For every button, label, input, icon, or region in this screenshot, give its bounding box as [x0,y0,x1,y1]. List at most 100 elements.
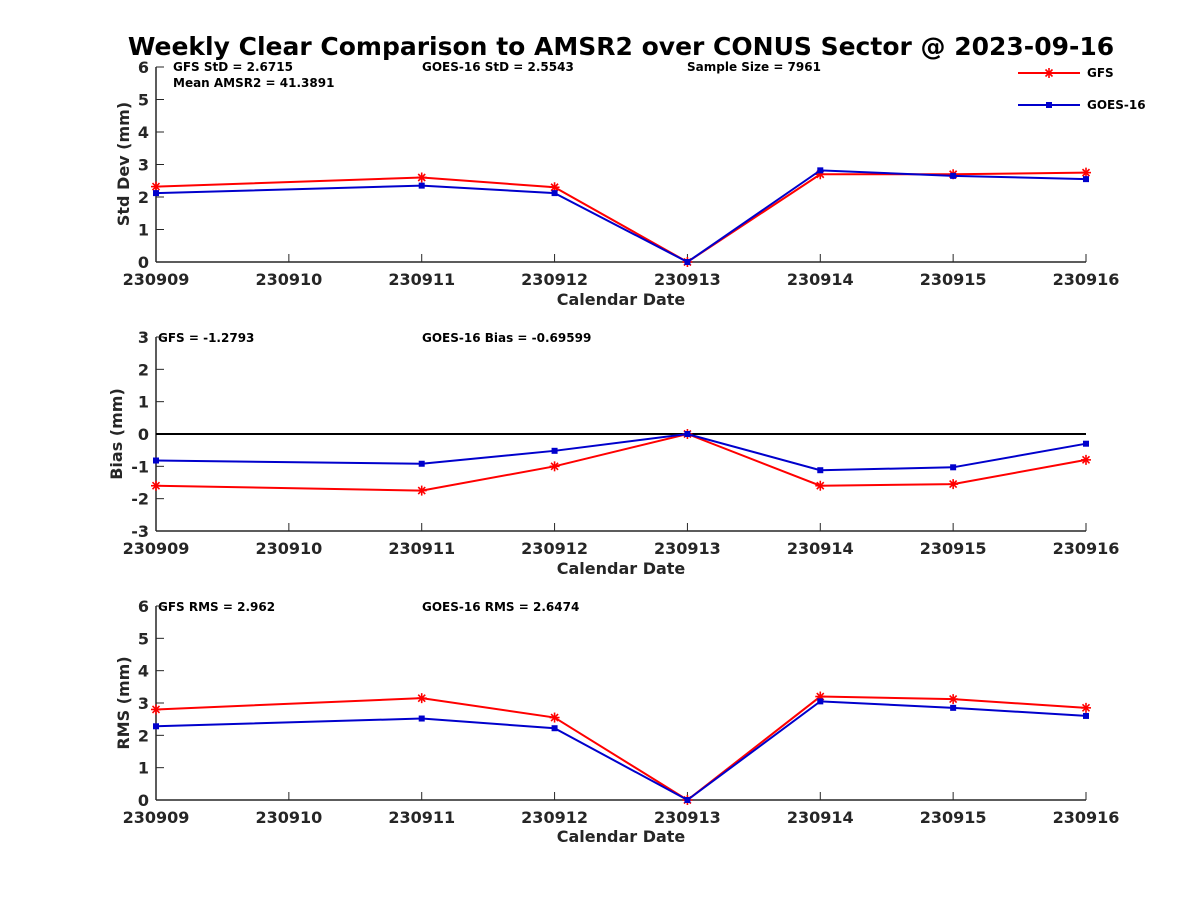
legend: GFS GOES-16 [1018,66,1146,112]
annotation-gfs-bias: GFS = -1.2793 [158,331,254,345]
bias-xlabel: Calendar Date [557,559,686,578]
data-point-goes-16 [817,167,824,174]
data-point-goes-16 [1083,440,1089,447]
y-tick-label: 5 [138,629,149,648]
y-tick-label: 2 [138,726,149,745]
x-tick-label: 230912 [521,270,588,289]
data-point-goes-16 [153,723,159,730]
legend-gfs-marker [1044,68,1054,78]
series-line-goes-16 [155,169,1087,264]
legend-goes-square [1046,102,1052,108]
y-tick-label: -2 [131,490,149,509]
series-line-goes-16 [155,700,1087,802]
data-point-goes-16 [684,431,691,437]
x-tick-label: 230915 [920,270,987,289]
data-point-goes-16 [817,698,824,705]
data-point-goes-16 [551,190,558,197]
series-line-gfs [155,171,1087,264]
x-tick-label: 230913 [654,270,721,289]
data-point-goes-16 [950,464,957,471]
series-line-gfs [155,695,1087,802]
legend-gfs-asterisk [1044,68,1054,78]
data-point-goes-16 [551,725,558,732]
y-tick-label: 4 [138,123,149,142]
x-tick-label: 230915 [920,539,987,558]
y-tick-label: 0 [138,791,149,810]
y-tick-label: 1 [138,221,149,240]
rms-xlabel: Calendar Date [557,827,686,846]
x-tick-label: 230914 [787,808,854,827]
chart-title: Weekly Clear Comparison to AMSR2 over CO… [128,32,1114,61]
y-tick-label: 4 [138,662,149,681]
data-point-goes-16 [551,447,558,454]
data-point-gfs [151,480,161,491]
data-point-goes-16 [817,467,824,474]
data-point-goes-16 [950,704,957,711]
x-tick-label: 230911 [388,539,455,558]
y-tick-label: 6 [138,58,149,77]
data-point-goes-16 [950,172,957,179]
data-point-gfs [151,181,161,192]
x-tick-label: 230912 [521,539,588,558]
stddev-xlabel: Calendar Date [557,290,686,309]
data-point-gfs [416,693,427,704]
bias-panel: GFS = -1.2793 GOES-16 Bias = -0.69599 Bi… [107,328,1119,578]
x-tick-label: 230909 [123,539,190,558]
legend-goes-marker [1046,102,1052,108]
annotation-goes-rms: GOES-16 RMS = 2.6474 [422,600,579,614]
x-tick-label: 230909 [123,808,190,827]
y-tick-label: 0 [138,425,149,444]
data-point-goes-16 [418,460,425,467]
data-point-goes-16 [418,715,425,722]
x-tick-label: 230914 [787,539,854,558]
x-tick-label: 230915 [920,808,987,827]
annotation-sample-size: Sample Size = 7961 [687,60,821,74]
annotation-gfs-std: GFS StD = 2.6715 [173,60,293,74]
data-point-goes-16 [684,797,691,803]
y-tick-label: 3 [138,694,149,713]
y-tick-label: 1 [138,759,149,778]
stddev-panel: GFS StD = 2.6715 GOES-16 StD = 2.5543 Sa… [114,58,1119,309]
y-tick-label: 0 [138,253,149,272]
x-tick-label: 230916 [1053,270,1120,289]
legend-goes-label: GOES-16 [1087,98,1146,112]
x-tick-label: 230916 [1053,808,1120,827]
x-tick-label: 230913 [654,539,721,558]
annotation-goes-bias: GOES-16 Bias = -0.69599 [422,331,591,345]
data-point-goes-16 [418,182,425,189]
y-tick-label: 1 [138,393,149,412]
data-point-goes-16 [1083,712,1089,719]
rms-ylabel: RMS (mm) [114,656,133,749]
y-tick-label: 3 [138,328,149,347]
x-tick-label: 230909 [123,270,190,289]
y-tick-label: -3 [131,522,149,541]
data-point-gfs [151,704,161,715]
data-point-goes-16 [153,457,159,464]
x-tick-label: 230911 [388,270,455,289]
series-line-goes-16 [155,432,1087,472]
x-tick-label: 230910 [255,539,322,558]
y-tick-label: 2 [138,188,149,207]
data-point-gfs [1081,702,1091,713]
annotation-goes-std: GOES-16 StD = 2.5543 [422,60,574,74]
data-point-gfs [549,461,560,472]
y-tick-label: 5 [138,91,149,110]
bias-ylabel: Bias (mm) [107,388,126,480]
rms-panel: GFS RMS = 2.962 GOES-16 RMS = 2.6474 RMS… [114,597,1119,846]
x-tick-label: 230910 [255,808,322,827]
data-point-gfs [416,485,427,496]
x-tick-label: 230913 [654,808,721,827]
x-tick-label: 230916 [1053,539,1120,558]
data-point-gfs [948,479,959,490]
legend-gfs-label: GFS [1087,66,1114,80]
data-point-gfs [948,694,959,705]
y-tick-label: 3 [138,156,149,175]
data-point-gfs [1081,167,1091,178]
y-tick-label: 2 [138,360,149,379]
annotation-gfs-rms: GFS RMS = 2.962 [158,600,275,614]
data-point-gfs [549,712,560,723]
y-tick-label: -1 [131,457,149,476]
data-point-goes-16 [684,259,691,265]
data-point-gfs [815,480,826,491]
